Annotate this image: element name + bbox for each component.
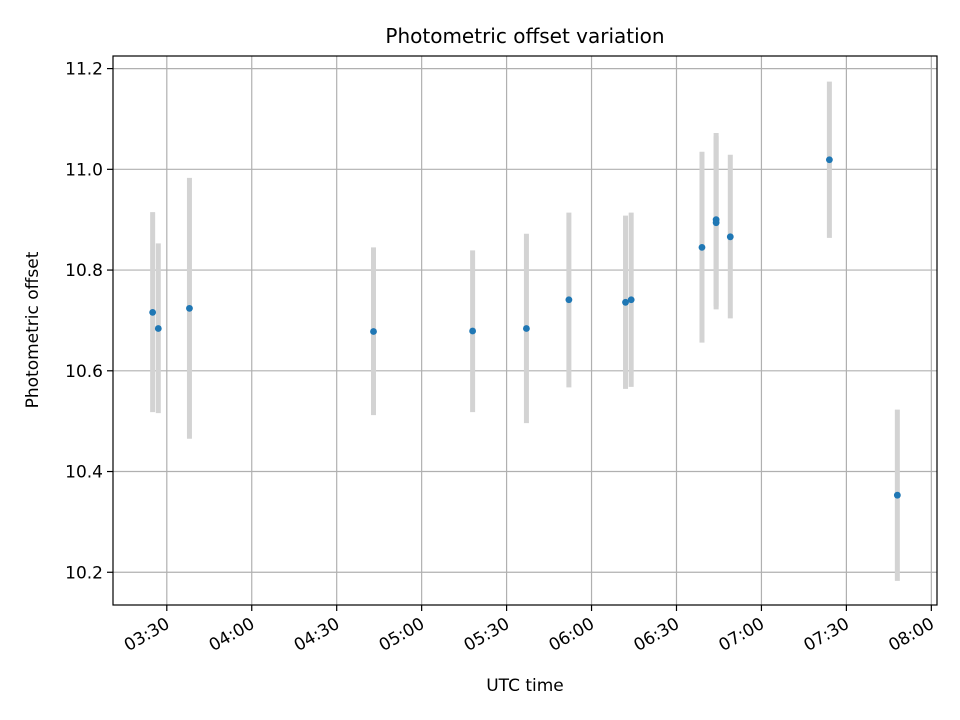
data-point <box>726 233 734 241</box>
y-tick-label: 10.6 <box>65 362 103 382</box>
data-point <box>893 491 901 499</box>
y-tick-label: 11.2 <box>65 60 103 80</box>
y-axis-label: Photometric offset <box>23 251 43 408</box>
y-tick-label: 11.0 <box>65 160 103 180</box>
y-axis-ticks: 10.2 10.4 10.6 10.8 11.0 11.2 <box>65 60 113 583</box>
data-point <box>370 328 377 335</box>
data-point <box>712 219 720 227</box>
data-point <box>154 325 162 332</box>
data-point <box>698 243 706 251</box>
x-axis-label: UTC time <box>486 676 564 696</box>
data-point <box>825 156 833 164</box>
data-point <box>149 308 157 316</box>
data-point <box>627 296 635 304</box>
data-point <box>622 298 629 306</box>
plot-frame <box>112 55 938 606</box>
grid <box>113 56 937 605</box>
y-tick-label: 10.8 <box>65 261 103 281</box>
data-point <box>565 296 573 304</box>
y-tick-label: 10.4 <box>65 463 103 483</box>
y-tick-label: 10.2 <box>65 563 103 583</box>
data-point <box>523 325 530 332</box>
data-point <box>186 304 193 312</box>
chart-title: Photometric offset variation <box>385 24 664 48</box>
data-points <box>149 156 901 499</box>
data-point <box>469 327 477 335</box>
